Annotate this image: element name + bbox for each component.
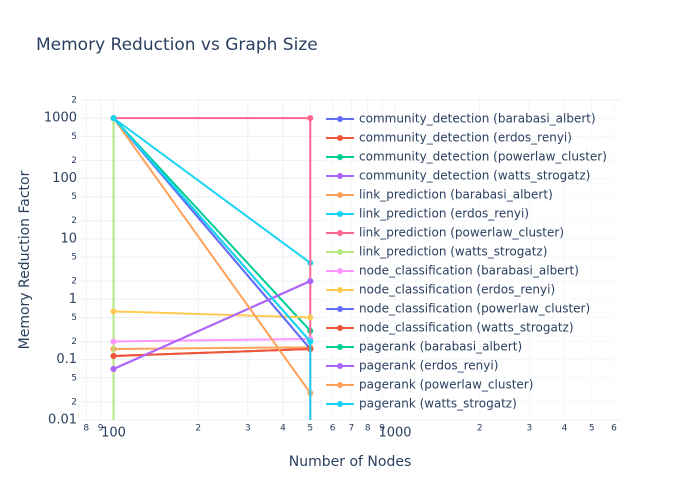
data-point: [111, 477, 117, 483]
data-point: [307, 338, 314, 345]
legend-marker: [337, 249, 343, 255]
data-point: [307, 477, 313, 483]
y-tick-label: 5: [71, 373, 77, 383]
x-tick-label: 3: [245, 424, 251, 434]
data-point: [307, 115, 314, 122]
y-tick-label: 5: [71, 132, 77, 142]
y-tick-label: 5: [71, 192, 77, 202]
legend-label: pagerank (erdos_renyi): [359, 359, 498, 373]
legend-label: pagerank (watts_strogatz): [359, 397, 517, 411]
plot-area: [110, 115, 314, 483]
x-tick-label: 1000: [378, 426, 411, 441]
x-tick-label: 2: [477, 424, 483, 434]
legend-label: link_prediction (powerlaw_cluster): [359, 226, 564, 240]
legend-label: link_prediction (watts_strogatz): [359, 245, 547, 259]
x-tick-label: 5: [589, 424, 595, 434]
legend-label: community_detection (erdos_renyi): [359, 131, 572, 145]
legend-marker: [337, 230, 343, 236]
data-point: [110, 338, 117, 345]
legend-label: node_classification (erdos_renyi): [359, 283, 555, 297]
legend-marker: [337, 325, 343, 331]
legend-marker: [337, 173, 343, 179]
data-point: [110, 115, 117, 122]
y-tick-label: 2: [71, 156, 77, 166]
x-tick-label: 3: [526, 424, 532, 434]
legend-label: community_detection (barabasi_albert): [359, 112, 596, 126]
legend-marker: [337, 401, 343, 407]
y-tick-label: 2: [71, 216, 77, 226]
data-point: [307, 278, 314, 285]
series-line: [113, 310, 311, 319]
y-tick-label: 2: [71, 337, 77, 347]
series-line: [112, 117, 312, 394]
y-tick-label: 5: [71, 253, 77, 263]
y-tick-label: 0.01: [48, 413, 77, 428]
legend-label: pagerank (powerlaw_cluster): [359, 378, 533, 392]
y-tick-label: 2: [71, 96, 77, 106]
x-axis-label: Number of Nodes: [289, 454, 411, 470]
legend-label: node_classification (barabasi_albert): [359, 264, 579, 278]
legend-background: [322, 108, 622, 418]
y-tick-label: 1: [69, 292, 77, 307]
y-tick-label: 10: [60, 231, 77, 246]
chart-title: Memory Reduction vs Graph Size: [36, 35, 318, 55]
legend-label: link_prediction (barabasi_albert): [359, 188, 553, 202]
legend-marker: [337, 287, 343, 293]
x-tick-label: 6: [330, 424, 336, 434]
x-tick-label: 5: [307, 424, 313, 434]
y-tick-label: 100: [52, 171, 77, 186]
y-tick-label: 2: [71, 397, 77, 407]
legend-label: community_detection (powerlaw_cluster): [359, 150, 607, 164]
x-tick-label: 9: [98, 424, 104, 434]
x-tick-label: 2: [195, 424, 201, 434]
legend-marker: [337, 344, 343, 350]
x-tick-label: 9: [379, 424, 385, 434]
legend-marker: [337, 192, 343, 198]
x-tick-label: 7: [349, 424, 355, 434]
legend-label: node_classification (watts_strogatz): [359, 321, 574, 335]
series-line: [113, 337, 311, 343]
series-line: [113, 280, 311, 370]
legend-label: community_detection (watts_strogatz): [359, 169, 590, 183]
data-point: [110, 352, 117, 359]
y-tick-label: 5: [71, 313, 77, 323]
data-point: [307, 314, 314, 321]
series-line: [113, 346, 311, 351]
legend-marker: [337, 154, 343, 160]
x-tick-label: 4: [280, 424, 286, 434]
x-tick-label: 100: [101, 426, 126, 441]
legend-marker: [337, 116, 343, 122]
x-tick-label: 8: [83, 424, 89, 434]
data-point: [110, 365, 117, 372]
y-tick-label: 0.1: [56, 352, 77, 367]
data-point: [307, 477, 313, 483]
legend-label: pagerank (barabasi_albert): [359, 340, 522, 354]
y-tick-label: 2: [71, 277, 77, 287]
legend-label: node_classification (powerlaw_cluster): [359, 302, 590, 316]
y-tick-label: 1000: [44, 111, 77, 126]
legend-marker: [337, 268, 343, 274]
x-tick-label: 4: [562, 424, 568, 434]
y-axis-label: Memory Reduction Factor: [17, 170, 33, 349]
x-tick-label: 8: [365, 424, 371, 434]
legend-marker: [337, 135, 343, 141]
legend-marker: [337, 382, 343, 388]
legend-marker: [337, 363, 343, 369]
data-point: [110, 308, 117, 315]
series-line: [112, 117, 311, 264]
legend-label: link_prediction (erdos_renyi): [359, 207, 529, 221]
legend-marker: [337, 306, 343, 312]
legend: community_detection (barabasi_albert)com…: [322, 108, 622, 418]
legend-marker: [337, 211, 343, 217]
x-tick-label: 6: [611, 424, 617, 434]
